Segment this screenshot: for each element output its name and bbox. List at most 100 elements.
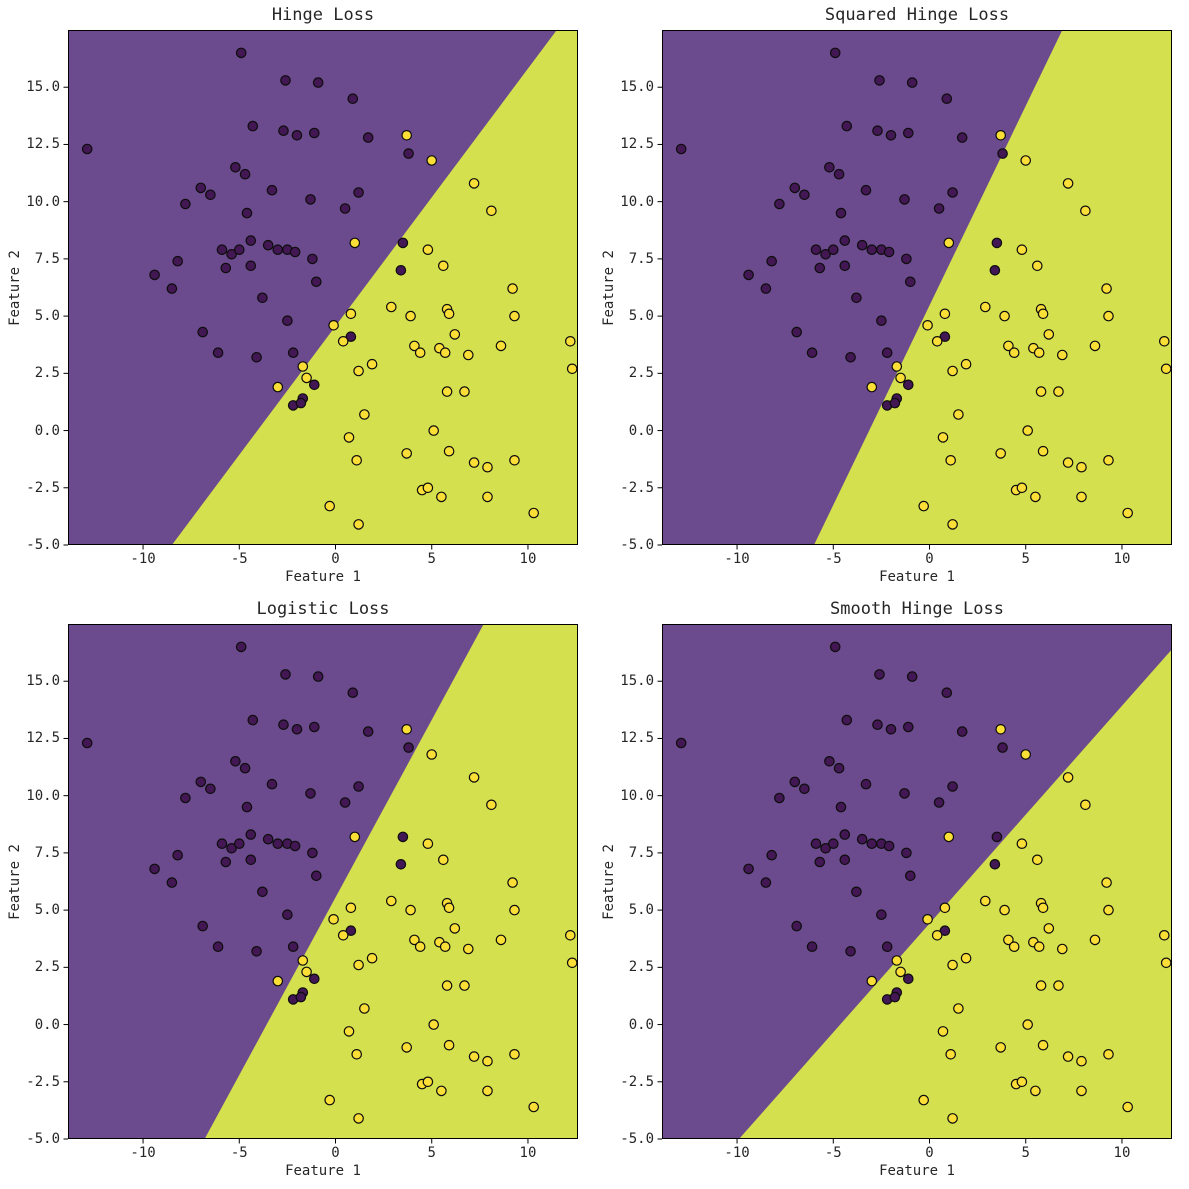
y-tick-label: -5.0 <box>620 537 654 553</box>
data-point-class-1-yellow <box>1089 934 1101 946</box>
data-point-class-1-yellow <box>918 500 929 512</box>
data-point-class-1-yellow <box>1020 749 1031 760</box>
data-point-class-1-yellow <box>1160 957 1172 969</box>
data-point-class-0-dark <box>941 93 953 104</box>
data-point-class-0-dark <box>906 671 918 682</box>
data-point-class-1-yellow <box>337 335 349 347</box>
y-tick-label: 0.0 <box>628 1016 654 1033</box>
data-point-class-1-yellow <box>414 941 426 952</box>
data-point-class-1-yellow <box>895 372 906 384</box>
data-point-class-1-yellow <box>353 365 364 377</box>
data-point-class-0-dark <box>791 920 802 932</box>
y-tick-label: 7.5 <box>628 250 654 267</box>
data-point-class-1-yellow <box>1033 347 1045 358</box>
y-tick-label: 7.5 <box>34 250 60 267</box>
data-point-class-1-yellow <box>401 724 412 735</box>
plot-title: Squared Hinge Loss <box>824 5 1010 25</box>
data-point-class-1-yellow <box>507 877 518 888</box>
data-point-class-1-yellow <box>943 237 955 249</box>
data-point-class-0-dark <box>866 838 878 849</box>
data-point-class-0-dark <box>933 797 945 808</box>
data-point-class-0-dark <box>149 269 160 281</box>
data-point-class-0-dark <box>266 184 278 196</box>
data-point-class-1-yellow <box>486 799 497 811</box>
x-tick-label: 10 <box>1113 1145 1131 1161</box>
data-point-class-0-dark <box>280 75 291 86</box>
data-point-class-0-dark <box>675 737 687 749</box>
data-point-class-1-yellow <box>1033 941 1045 952</box>
data-point-class-0-dark <box>989 859 1001 870</box>
data-point-class-0-dark <box>226 843 237 854</box>
x-tick-label: 0 <box>331 551 340 567</box>
data-point-class-1-yellow <box>443 1039 455 1051</box>
data-point-class-1-yellow <box>509 904 520 916</box>
data-point-class-0-dark <box>247 120 259 132</box>
axes-frame <box>68 30 578 545</box>
data-point-class-1-yellow <box>297 955 309 966</box>
data-point-class-1-yellow <box>1008 347 1020 358</box>
data-point-class-1-yellow <box>1103 904 1114 916</box>
data-point-class-0-dark <box>806 941 818 952</box>
y-axis-label: Feature 2 <box>7 843 24 920</box>
data-point-class-1-yellow <box>1043 329 1055 340</box>
data-point-class-0-dark <box>280 669 291 680</box>
data-point-class-0-dark <box>345 925 357 936</box>
data-point-class-0-dark <box>309 973 320 985</box>
data-point-class-0-dark <box>397 831 409 843</box>
data-point-class-1-yellow <box>441 980 453 991</box>
data-point-class-0-dark <box>905 870 916 882</box>
y-tick-label: 15.0 <box>620 79 654 96</box>
data-point-class-1-yellow <box>428 1019 439 1030</box>
y-tick-label: 2.5 <box>628 365 654 382</box>
data-point-class-1-yellow <box>482 491 493 503</box>
data-point-class-0-dark <box>876 315 887 326</box>
data-point-class-1-yellow <box>443 445 455 457</box>
data-point-class-1-yellow <box>1016 244 1028 255</box>
data-point-class-0-dark <box>235 641 247 653</box>
data-point-class-0-dark <box>241 207 253 219</box>
data-point-class-0-dark <box>774 198 785 210</box>
y-tick-label: 5.0 <box>34 902 60 919</box>
data-point-class-1-yellow <box>449 923 461 934</box>
y-tick-label: 12.5 <box>620 730 654 747</box>
data-point-class-0-dark <box>828 838 839 849</box>
data-point-class-1-yellow <box>468 457 480 468</box>
x-tick-label: 0 <box>925 551 934 567</box>
data-point-class-1-yellow <box>272 381 284 393</box>
data-point-class-0-dark <box>226 249 237 260</box>
data-point-class-0-dark <box>851 292 862 304</box>
y-tick-label: 2.5 <box>628 959 654 976</box>
y-tick-label: 15.0 <box>26 673 60 690</box>
axes-frame <box>662 30 1172 545</box>
x-axis-label: Feature 1 <box>285 1163 361 1179</box>
data-point-class-0-dark <box>881 347 893 358</box>
data-point-class-1-yellow <box>895 966 906 978</box>
y-tick-label: 2.5 <box>34 959 60 976</box>
data-point-class-0-dark <box>353 781 364 792</box>
data-point-class-1-yellow <box>1053 980 1064 991</box>
data-point-class-1-yellow <box>918 1094 929 1106</box>
data-point-class-0-dark <box>245 260 257 272</box>
data-point-class-0-dark <box>906 77 918 88</box>
data-point-class-1-yellow <box>943 831 955 843</box>
y-tick-label: 15.0 <box>620 673 654 690</box>
data-point-class-0-dark <box>839 235 851 246</box>
data-point-class-0-dark <box>403 742 414 753</box>
x-tick-label: 10 <box>519 1145 537 1161</box>
data-point-class-1-yellow <box>995 448 1006 459</box>
y-axis-label: Feature 2 <box>601 249 618 326</box>
data-point-class-0-dark <box>806 347 818 358</box>
data-point-class-0-dark <box>901 253 912 265</box>
data-point-class-1-yellow <box>1158 929 1170 941</box>
y-tick-label: 0.0 <box>34 422 60 439</box>
x-tick-label: -10 <box>724 1145 750 1161</box>
data-point-class-1-yellow <box>449 329 461 340</box>
data-point-class-1-yellow <box>1101 283 1112 294</box>
data-point-class-0-dark <box>149 863 160 875</box>
data-point-class-1-yellow <box>1103 454 1114 466</box>
x-tick-label: 0 <box>925 1145 934 1161</box>
y-tick-label: -2.5 <box>26 479 60 496</box>
data-point-class-0-dark <box>903 721 914 733</box>
data-point-class-0-dark <box>239 168 251 180</box>
data-point-class-1-yellow <box>931 335 943 347</box>
